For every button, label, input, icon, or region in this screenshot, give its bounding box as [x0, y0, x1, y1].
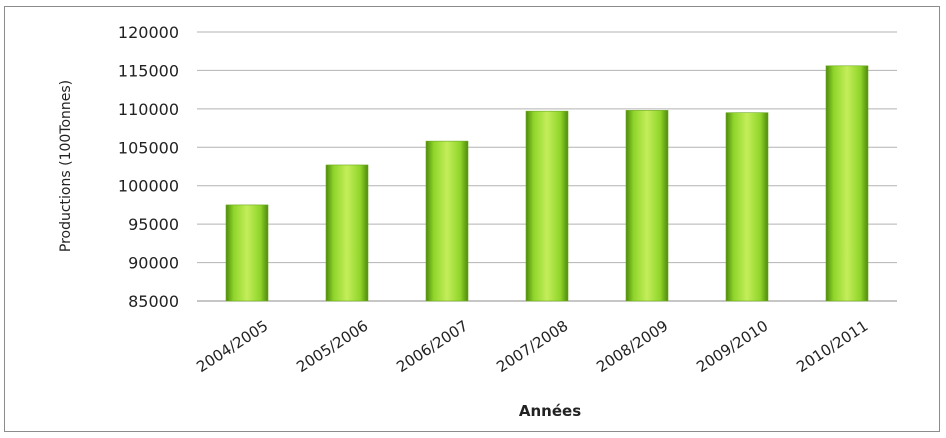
bars	[225, 65, 869, 302]
y-tick-label: 105000	[118, 138, 179, 157]
y-tick-label: 100000	[118, 177, 179, 196]
x-tick-label: 2009/2010	[693, 317, 771, 376]
y-tick-label: 90000	[128, 254, 179, 273]
bar	[525, 110, 569, 302]
x-tick-label: 2008/2009	[593, 317, 671, 376]
chart-frame	[4, 6, 940, 432]
y-tick-label: 115000	[118, 61, 179, 80]
x-tick-label: 2005/2006	[293, 317, 371, 376]
bar	[725, 112, 769, 302]
x-tick-label: 2006/2007	[393, 317, 471, 376]
y-tick-label: 95000	[128, 215, 179, 234]
y-tick-label: 120000	[118, 23, 179, 42]
x-axis-title: Années	[519, 402, 581, 420]
x-tick-labels: 2004/2005 2005/2006 2006/2007 2007/2008 2008…	[193, 317, 871, 376]
y-tick-labels: 85000 90000 95000 100000 105000 110000 115000 1…	[118, 23, 179, 311]
bar	[625, 110, 669, 302]
x-tick-label: 2007/2008	[493, 317, 571, 376]
bar	[325, 164, 369, 302]
x-tick-label: 2004/2005	[193, 317, 271, 376]
bar	[825, 65, 869, 302]
x-tick-label: 2010/2011	[793, 317, 871, 376]
y-axis-title: Productions (100Tonnes)	[58, 80, 74, 252]
y-tick-label: 110000	[118, 100, 179, 119]
bar	[225, 204, 269, 302]
y-tick-label: 85000	[128, 292, 179, 311]
bar	[425, 140, 469, 302]
